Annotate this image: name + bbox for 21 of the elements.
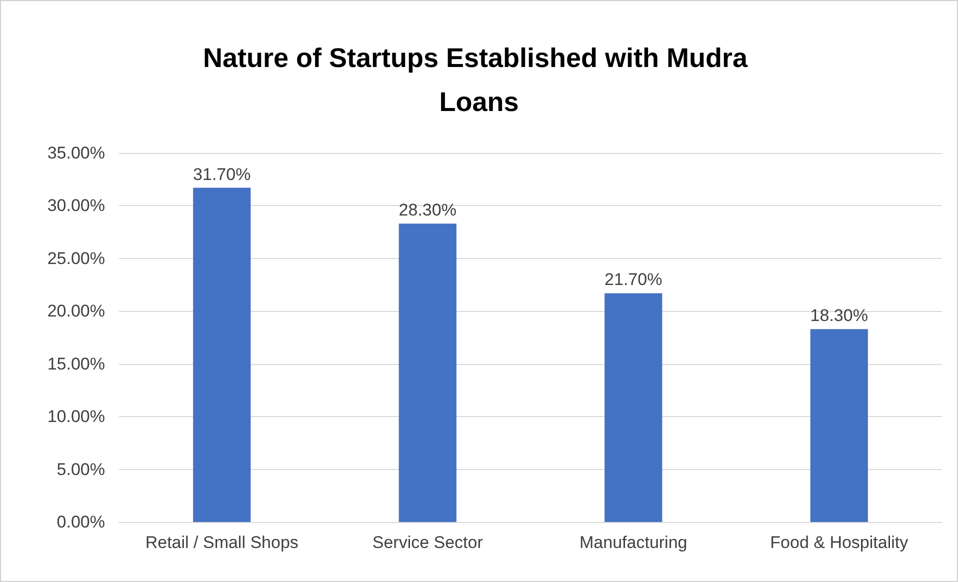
x-tick-label: Manufacturing [580, 533, 688, 552]
bar [193, 188, 251, 522]
bar [398, 224, 456, 522]
bar [604, 293, 662, 522]
x-tick-label: Food & Hospitality [770, 533, 909, 552]
x-tick-label: Retail / Small Shops [145, 533, 298, 552]
data-label: 28.30% [398, 200, 456, 220]
y-tick-label: 10.00% [47, 407, 105, 426]
x-tick-label: Service Sector [372, 533, 484, 552]
y-tick-label: 5.00% [56, 460, 105, 479]
data-label: 31.70% [193, 164, 251, 184]
y-tick-label: 25.00% [47, 248, 105, 268]
data-label: 21.70% [604, 270, 662, 290]
y-tick-label: 20.00% [47, 302, 105, 321]
data-label: 18.30% [810, 306, 868, 326]
chart-title: Nature of Startups Established with Mudra Loans [202, 43, 756, 117]
y-tick-label: 0.00% [56, 512, 105, 532]
y-tick-label: 30.00% [47, 196, 105, 216]
y-tick-label: 15.00% [47, 354, 105, 374]
bar [810, 329, 868, 522]
y-tick-label: 35.00% [47, 144, 105, 162]
